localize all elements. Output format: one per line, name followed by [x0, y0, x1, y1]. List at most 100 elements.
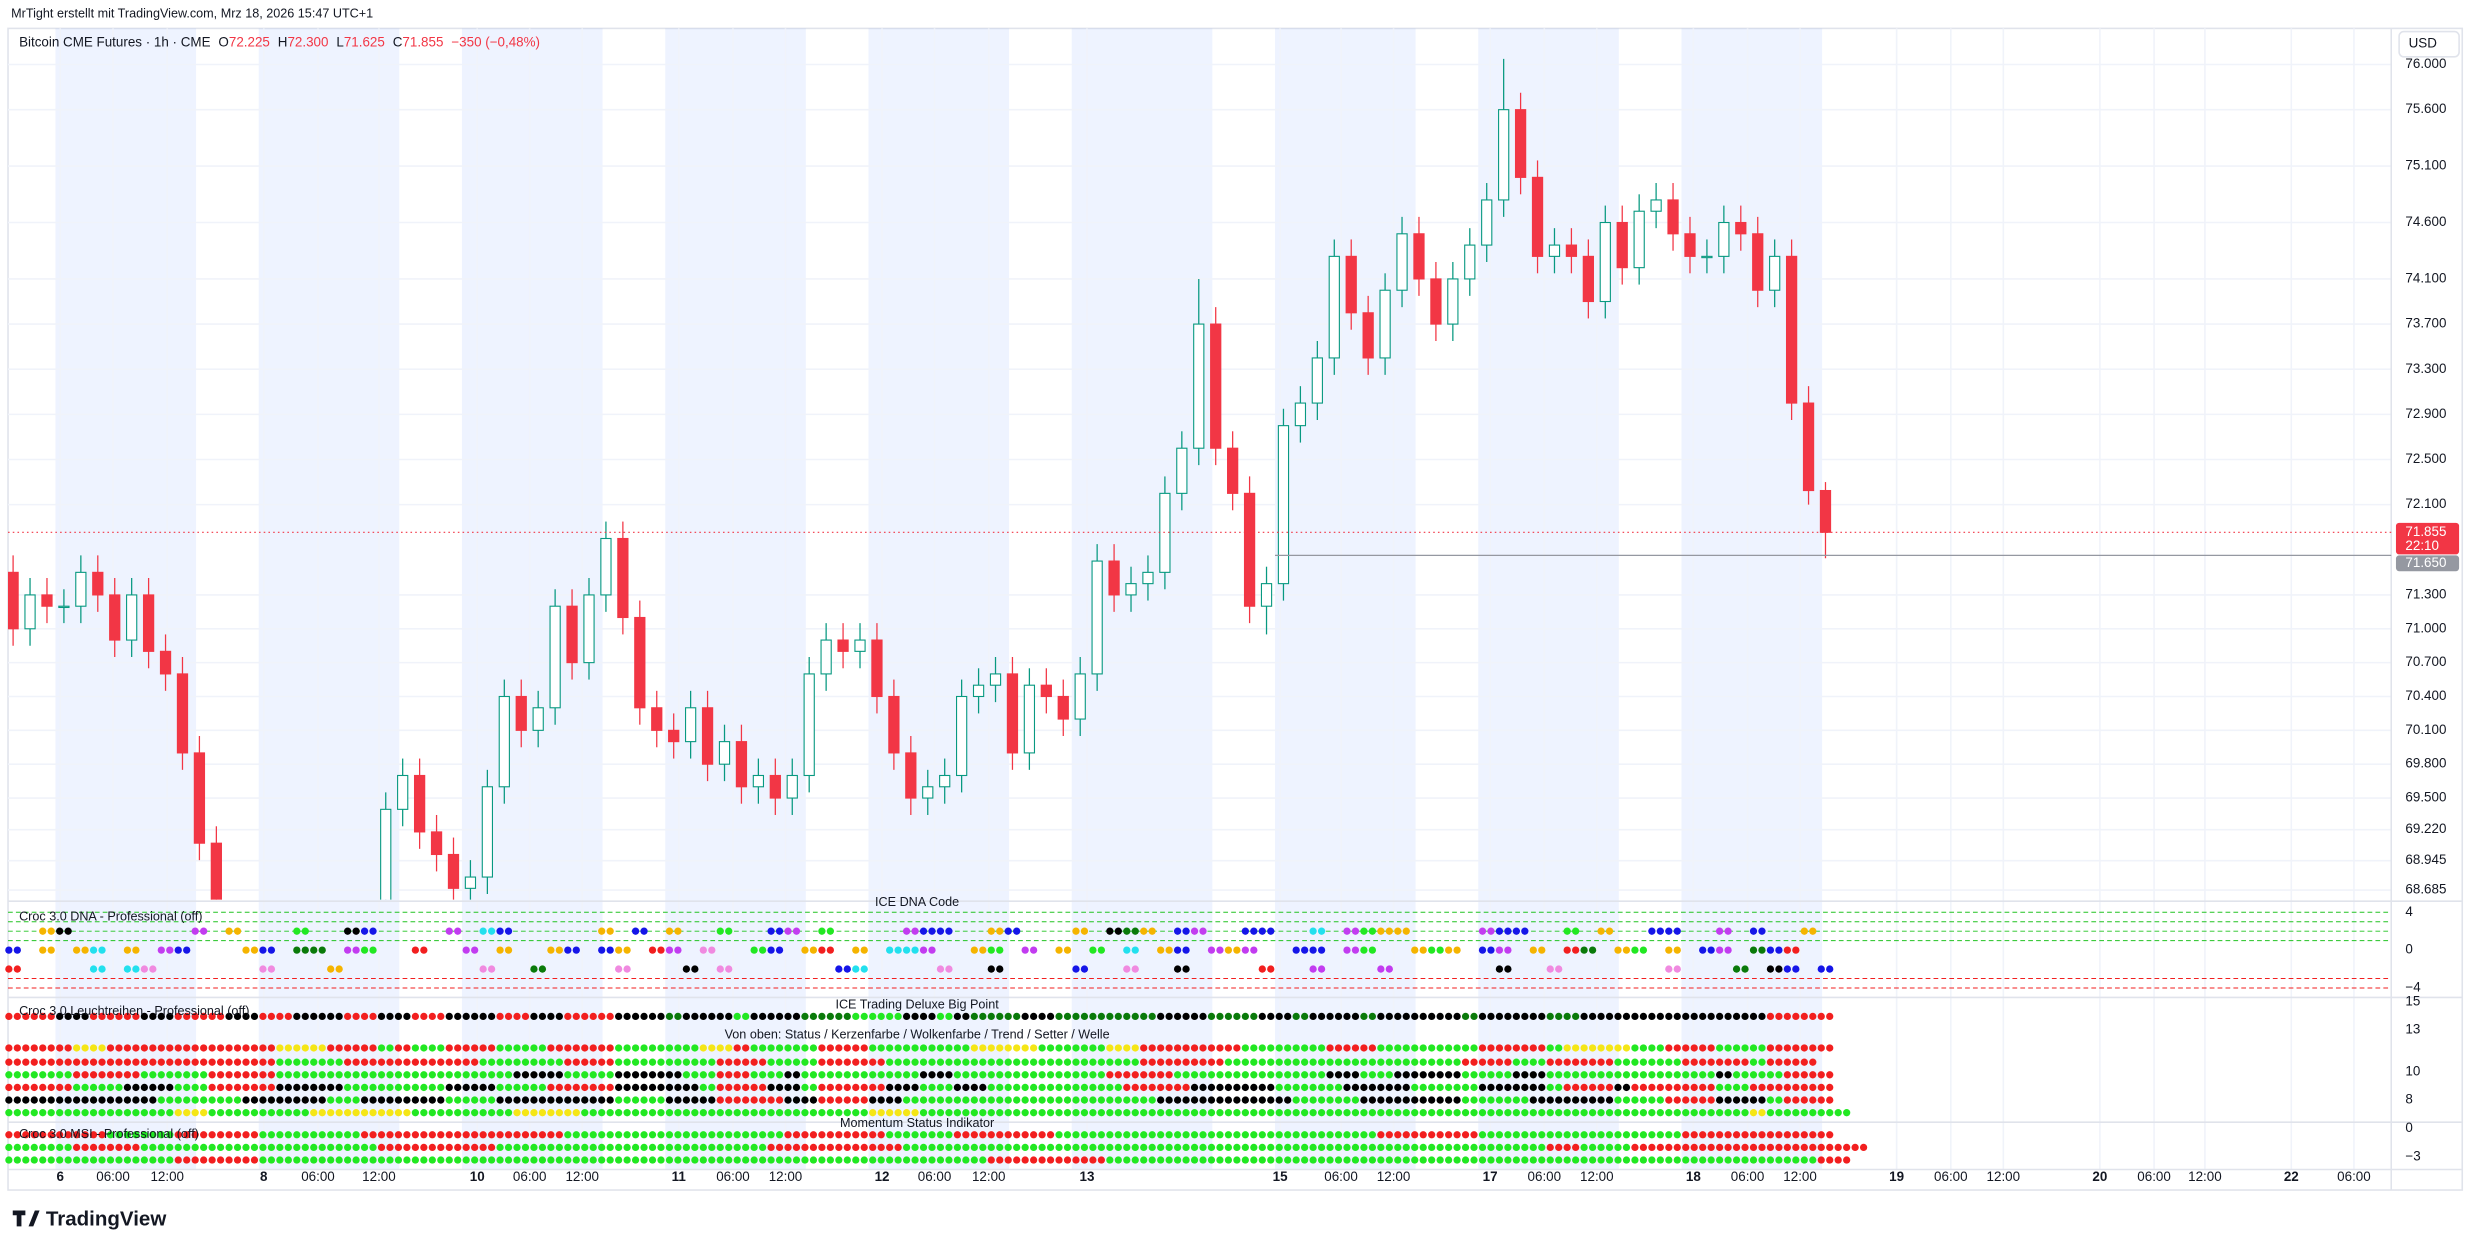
indicator-dot: [1563, 1096, 1571, 1104]
indicator-dot: [1326, 1131, 1334, 1139]
indicator-dot: [877, 1143, 885, 1152]
indicator-dot: [852, 1044, 860, 1052]
indicator-dot: [30, 1131, 38, 1139]
y-tick-label: 75.100: [2405, 158, 2446, 173]
indicator-dot: [1385, 1143, 1393, 1152]
indicator-dot: [555, 1058, 563, 1066]
indicator-dot: [13, 1096, 21, 1104]
indicator-dot: [1207, 1156, 1216, 1164]
indicator-dot: [665, 1156, 674, 1164]
indicator-dot: [327, 1083, 335, 1092]
indicator-dot: [1013, 1071, 1021, 1079]
indicator-dot: [1021, 1058, 1029, 1066]
indicator-dot: [132, 1156, 140, 1164]
indicator-dot: [979, 1071, 987, 1079]
x-tick-label: 12:00: [1987, 1169, 2021, 1184]
indicator-dot: [1453, 1156, 1461, 1164]
indicator-dot: [1715, 927, 1724, 935]
indicator-dot: [22, 1044, 30, 1052]
indicator-dot: [327, 1131, 335, 1139]
indicator-dot: [267, 1096, 276, 1104]
indicator-dot: [369, 946, 377, 954]
indicator-dot: [936, 1096, 945, 1104]
indicator-dot: [1182, 1083, 1190, 1092]
indicator-dot: [335, 965, 343, 973]
pane-caption: ICE Trading Deluxe Big Point: [835, 998, 999, 1012]
indicator-dot: [1207, 1044, 1216, 1052]
indicator-dot: [284, 1131, 292, 1139]
indicator-dot: [775, 1044, 784, 1052]
indicator-dot: [81, 1044, 89, 1052]
indicator-dot: [631, 1071, 640, 1079]
indicator-dot: [1411, 1012, 1419, 1021]
indicator-dot: [809, 1156, 818, 1164]
indicator-dot: [1148, 1156, 1156, 1164]
indicator-dot: [411, 1109, 420, 1117]
indicator-dot: [530, 1109, 538, 1117]
indicator-dot: [648, 1156, 657, 1164]
indicator-dot: [1292, 1096, 1300, 1104]
indicator-dot: [1546, 1143, 1554, 1152]
indicator-dot: [1504, 965, 1512, 973]
indicator-dot: [996, 1044, 1004, 1052]
indicator-dot: [267, 1131, 276, 1139]
indicator-dot: [1453, 1143, 1461, 1152]
indicator-dot: [1411, 1044, 1419, 1052]
indicator-dot: [72, 1058, 81, 1066]
candle-body: [24, 594, 36, 630]
indicator-dot: [445, 1143, 453, 1152]
indicator-dot: [1123, 1071, 1131, 1079]
indicator-dot: [1461, 1071, 1470, 1079]
indicator-dot: [1292, 1012, 1300, 1021]
indicator-dot: [1521, 1044, 1529, 1052]
indicator-dot: [1741, 1143, 1749, 1152]
indicator-dot: [233, 1071, 242, 1079]
indicator-dot: [1826, 1083, 1834, 1092]
indicator-dot: [310, 1109, 318, 1117]
indicator-dot: [1495, 946, 1504, 954]
indicator-dot: [1580, 1143, 1588, 1152]
indicator-dot: [1546, 1083, 1554, 1092]
indicator-dot: [1360, 1131, 1368, 1139]
indicator-dot: [1538, 1143, 1546, 1152]
indicator-dot: [801, 1012, 809, 1021]
indicator-dot: [1428, 1143, 1436, 1152]
indicator-dot: [233, 1096, 242, 1104]
indicator-dot: [513, 1143, 521, 1152]
indicator-dot: [733, 1096, 741, 1104]
indicator-dot: [631, 1083, 640, 1092]
indicator-dot: [174, 1071, 182, 1079]
indicator-dot: [826, 1058, 834, 1066]
indicator-dot: [157, 1044, 165, 1052]
indicator-dot: [1089, 1071, 1097, 1079]
candle-body: [1650, 199, 1662, 212]
indicator-dot: [598, 1058, 606, 1066]
indicator-dot: [733, 1083, 741, 1092]
indicator-dot: [1843, 1156, 1851, 1164]
indicator-dot: [1029, 1156, 1038, 1164]
indicator-dot: [47, 1156, 55, 1164]
indicator-dot: [1495, 1096, 1504, 1104]
indicator-dot: [1555, 965, 1563, 973]
indicator-dot: [216, 1096, 225, 1104]
indicator-dot: [1190, 1083, 1199, 1092]
indicator-dot: [98, 1143, 106, 1152]
indicator-dot: [1165, 1096, 1173, 1104]
indicator-dot: [1631, 1012, 1639, 1021]
last-price-label: 71.855: [2405, 524, 2446, 539]
indicator-dot: [1140, 1012, 1148, 1021]
indicator-dot: [335, 1109, 343, 1117]
indicator-dot: [1834, 1156, 1842, 1164]
indicator-dot: [1377, 1109, 1385, 1117]
indicator-dot: [1665, 927, 1673, 935]
candle-body: [380, 808, 392, 900]
indicator-dot: [1106, 1083, 1114, 1092]
indicator-dot: [742, 1109, 750, 1117]
indicator-dot: [327, 1156, 335, 1164]
x-tick-label: 12:00: [150, 1169, 184, 1184]
indicator-dot: [1173, 1156, 1182, 1164]
indicator-dot: [826, 927, 834, 935]
indicator-dot: [420, 1044, 428, 1052]
indicator-dot: [1622, 1083, 1631, 1092]
